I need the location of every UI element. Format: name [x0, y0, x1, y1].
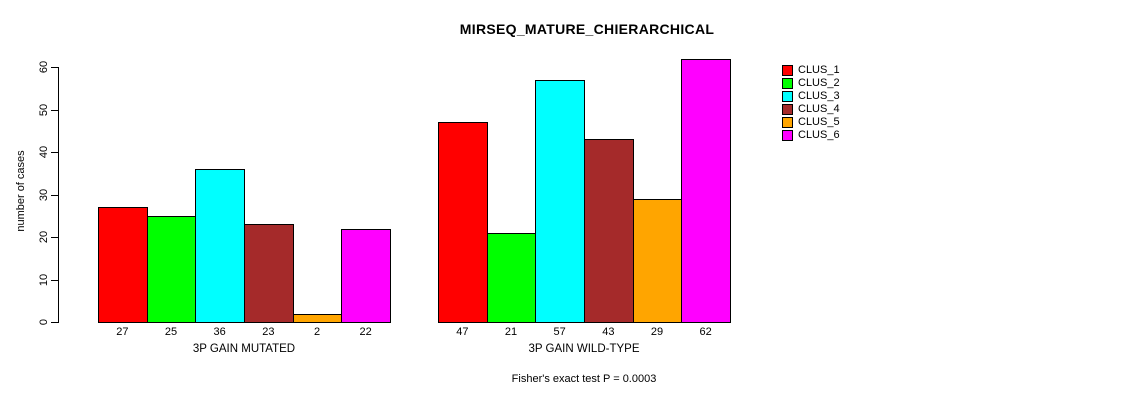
bar-value-label: 57 [553, 326, 566, 338]
legend-label: CLUS_6 [798, 129, 840, 141]
legend-color-swatch [782, 78, 793, 89]
legend-color-swatch [782, 104, 793, 115]
bar-value-label: 27 [116, 326, 129, 338]
y-axis-tick [51, 194, 58, 196]
bar-value-label: 62 [699, 326, 712, 338]
y-axis-tick [51, 152, 58, 153]
legend-color-swatch [782, 91, 793, 102]
footnote-text: Fisher's exact test P = 0.0003 [511, 373, 657, 385]
bar-clus_2-g1 [146, 215, 197, 323]
bar-value-label: 2 [313, 326, 321, 338]
y-axis-line [58, 67, 59, 323]
y-axis-tick [51, 237, 58, 238]
bar-clus_5-g1 [292, 313, 343, 323]
bar-clus_6-g2 [681, 58, 731, 323]
bar-clus_1-g2 [438, 122, 488, 323]
legend-label: CLUS_5 [798, 116, 840, 128]
bar-clus_4-g2 [584, 139, 634, 323]
y-axis-tick-label: 20 [38, 230, 50, 244]
bar-clus_3-g1 [195, 169, 245, 323]
bar-clus_5-g2 [632, 198, 683, 323]
y-axis-tick-label: 30 [38, 188, 50, 201]
legend: CLUS_1 CLUS_2 CLUS_3 CLUS_4 CLUS_5 CLUS_6 [782, 64, 840, 142]
bar-value-label: 29 [650, 326, 664, 338]
legend-item-clus_3: CLUS_3 [782, 90, 840, 103]
bar-clus_2-g2 [486, 232, 537, 323]
y-axis-tick-label: 50 [38, 103, 50, 116]
y-axis-tick-label: 60 [38, 60, 50, 74]
x-group-label: 3P GAIN MUTATED [192, 343, 296, 355]
chart-title: MIRSEQ_MATURE_CHIERARCHICAL [459, 21, 715, 37]
bar-value-label: 36 [213, 326, 226, 338]
y-axis-tick-label: 0 [38, 318, 50, 326]
bar-clus_1-g1 [98, 207, 148, 323]
y-axis-tick [51, 322, 58, 323]
legend-label: CLUS_4 [798, 103, 840, 115]
bar-clus_3-g2 [535, 79, 585, 323]
bar-value-label: 47 [456, 326, 469, 338]
legend-label: CLUS_1 [798, 64, 840, 76]
legend-color-swatch [782, 117, 793, 128]
bar-value-label: 25 [164, 326, 178, 338]
x-group-label: 3P GAIN WILD-TYPE [528, 343, 640, 355]
legend-item-clus_4: CLUS_4 [782, 103, 840, 116]
legend-label: CLUS_3 [798, 90, 840, 102]
y-axis-tick [51, 279, 58, 281]
y-axis-tick-label: 10 [38, 273, 50, 286]
bar-clus_4-g1 [244, 224, 294, 323]
y-axis-tick [51, 67, 58, 68]
legend-item-clus_1: CLUS_1 [782, 64, 840, 77]
bar-value-label: 22 [359, 326, 372, 338]
legend-label: CLUS_2 [798, 77, 840, 89]
bar-value-label: 23 [262, 326, 275, 338]
y-axis-tick [51, 109, 58, 111]
legend-item-clus_6: CLUS_6 [782, 129, 840, 142]
y-axis-tick-label: 40 [38, 145, 50, 159]
legend-item-clus_5: CLUS_5 [782, 116, 840, 129]
bar-value-label: 43 [602, 326, 615, 338]
bar-value-label: 21 [504, 326, 518, 338]
legend-item-clus_2: CLUS_2 [782, 77, 840, 90]
y-axis-label: number of cases [15, 150, 27, 232]
legend-color-swatch [782, 130, 793, 141]
legend-color-swatch [782, 65, 793, 76]
bar-clus_6-g1 [341, 228, 391, 323]
